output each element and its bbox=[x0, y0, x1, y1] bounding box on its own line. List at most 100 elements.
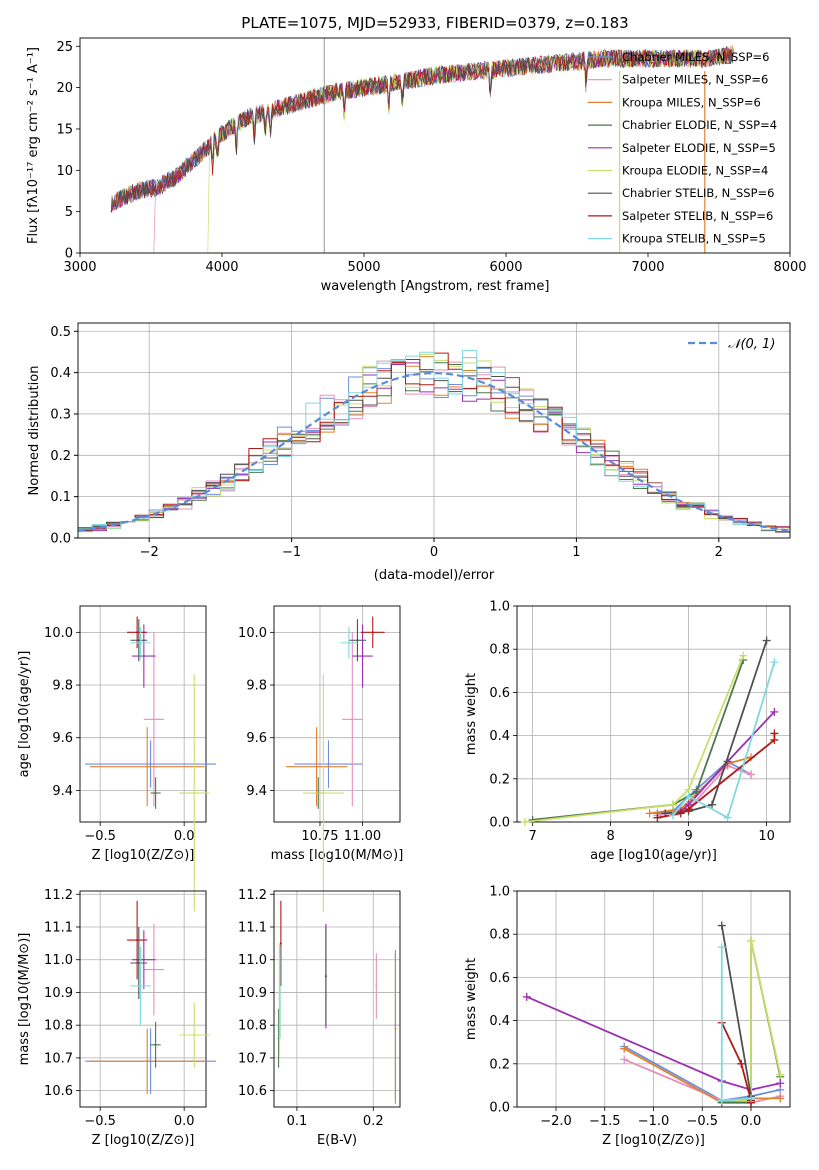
y-tick-label: 10.0 bbox=[238, 626, 267, 641]
y-axis-label: mass weight bbox=[464, 673, 479, 755]
data-point bbox=[142, 958, 145, 961]
x-tick-label: 0.1 bbox=[287, 1114, 308, 1129]
y-tick-label: 11.1 bbox=[44, 921, 73, 936]
x-tick-label: 10 bbox=[758, 829, 775, 844]
y-tick-label: 0.4 bbox=[489, 729, 510, 744]
y-tick-label: 1.0 bbox=[489, 885, 510, 900]
plot-frame bbox=[273, 605, 401, 823]
x-tick-label: 2 bbox=[715, 545, 723, 560]
y-tick-label: 0.1 bbox=[50, 490, 71, 505]
weight-marker bbox=[669, 811, 677, 820]
weight-line bbox=[720, 947, 752, 1102]
data-point bbox=[146, 765, 149, 768]
x-tick-label: −2 bbox=[140, 545, 159, 560]
x-tick-label: −1.0 bbox=[638, 1114, 670, 1129]
x-tick-label: 0.0 bbox=[174, 829, 195, 844]
weight-line bbox=[720, 1022, 752, 1103]
spectrum-line bbox=[110, 48, 734, 213]
weight-marker bbox=[669, 800, 677, 809]
weight-line bbox=[623, 1045, 781, 1102]
y-tick-label: 10.9 bbox=[44, 986, 73, 1001]
chart-title: PLATE=1075, MJD=52933, FIBERID=0379, z=0… bbox=[241, 14, 628, 32]
y-tick-label: 0.5 bbox=[50, 325, 71, 340]
plot-frame bbox=[516, 605, 791, 823]
y-axis-label: Flux [fλ10⁻¹⁷ erg cm⁻² s⁻¹ A⁻¹] bbox=[26, 47, 41, 244]
x-tick-label: −1 bbox=[282, 545, 301, 560]
plot-frame bbox=[273, 890, 401, 1108]
data-point bbox=[193, 1034, 196, 1036]
weight-marker bbox=[776, 1079, 785, 1088]
weight-marker bbox=[717, 1096, 726, 1105]
legend-entry: Chabrier STELIB, N_SSP=6 bbox=[622, 186, 774, 200]
data-point bbox=[394, 1027, 397, 1030]
weight-marker bbox=[520, 818, 529, 826]
data-point bbox=[375, 984, 378, 987]
y-tick-label: 9.8 bbox=[246, 679, 267, 694]
y-tick-label: 20 bbox=[56, 81, 73, 96]
data-point bbox=[142, 655, 145, 658]
data-point bbox=[347, 641, 350, 644]
weight-marker bbox=[770, 729, 779, 738]
weight-line bbox=[672, 661, 776, 820]
y-axis-label: mass weight bbox=[464, 958, 479, 1040]
y-tick-label: 10.9 bbox=[238, 986, 267, 1001]
x-tick-label: 8000 bbox=[773, 260, 806, 275]
x-tick-label: 4000 bbox=[205, 260, 238, 275]
weight-marker bbox=[528, 815, 537, 824]
y-tick-label: 15 bbox=[56, 122, 73, 137]
weight-marker bbox=[776, 1094, 785, 1103]
data-point bbox=[322, 792, 325, 795]
data-point bbox=[152, 718, 155, 721]
weight-marker bbox=[762, 636, 771, 645]
y-tick-label: 0.2 bbox=[489, 1057, 510, 1072]
weight-marker bbox=[770, 707, 779, 716]
y-tick-label: 11.1 bbox=[238, 921, 267, 936]
weight-line bbox=[623, 1058, 781, 1104]
residuals-histogram-chart: −2 −1 0 1 2 0.0 0.1 0.2 0.3 0.4 0.5 (data-model)/er… bbox=[27, 322, 791, 583]
y-tick-label: 10.6 bbox=[238, 1084, 267, 1099]
x-axis-label: Z [log10(Z/Z⊙)] bbox=[602, 1133, 705, 1148]
plot-frame bbox=[79, 605, 207, 823]
y-tick-label: 9.4 bbox=[246, 784, 267, 799]
weight-marker bbox=[684, 792, 693, 801]
weight-marker bbox=[522, 992, 531, 1001]
mass-vs-ebv-chart: 0.1 0.2 10.6 10.7 10.8 10.9 11.0 11.1 11.2 E(B-V) bbox=[238, 888, 401, 1148]
x-axis-label: Z [log10(Z/Z⊙)] bbox=[92, 1133, 195, 1148]
data-point bbox=[136, 939, 139, 942]
y-tick-label: 0 bbox=[65, 247, 73, 262]
x-tick-label: 1 bbox=[572, 545, 580, 560]
data-point bbox=[324, 975, 327, 978]
legend-entry: Kroupa MILES, N_SSP=6 bbox=[622, 95, 761, 109]
y-tick-label: 0.0 bbox=[489, 816, 510, 831]
spectrum-chart: PLATE=1075, MJD=52933, FIBERID=0379, z=0… bbox=[26, 14, 807, 294]
weight-marker bbox=[684, 805, 693, 814]
data-point bbox=[351, 718, 354, 721]
y-tick-label: 11.2 bbox=[238, 888, 267, 903]
legend-entry: Salpeter MILES, N_SSP=6 bbox=[622, 73, 768, 87]
legend-entry: Chabrier ELODIE, N_SSP=4 bbox=[622, 118, 777, 132]
y-tick-label: 0.0 bbox=[489, 1101, 510, 1116]
x-axis-label: mass [log10(M/M⊙)] bbox=[271, 848, 404, 863]
x-axis-label: wavelength [Angstrom, rest frame] bbox=[321, 279, 550, 294]
legend-entry: Salpeter ELODIE, N_SSP=5 bbox=[622, 141, 776, 155]
y-tick-label: 10.7 bbox=[44, 1051, 73, 1066]
x-tick-label: 0.0 bbox=[174, 1114, 195, 1129]
data-point bbox=[152, 968, 155, 971]
residual-histogram bbox=[78, 350, 790, 535]
weight-marker bbox=[620, 1044, 629, 1053]
weight-line bbox=[532, 659, 745, 821]
y-tick-label: 9.6 bbox=[246, 731, 267, 746]
weight-marker bbox=[737, 1059, 746, 1068]
y-tick-label: 1.0 bbox=[489, 600, 510, 615]
weight-marker bbox=[708, 800, 716, 809]
y-tick-label: 9.8 bbox=[52, 679, 73, 694]
y-tick-label: 0.4 bbox=[489, 1014, 510, 1029]
data-point bbox=[279, 991, 282, 994]
y-tick-label: 0.3 bbox=[50, 407, 71, 422]
x-axis-label: Z [log10(Z/Z⊙)] bbox=[92, 848, 195, 863]
weight-marker bbox=[723, 813, 732, 822]
mass-vs-metallicity-chart: −0.5 0.0 10.6 10.7 10.8 10.9 11.0 11.1 11.2 Z [lo… bbox=[17, 888, 217, 1148]
y-tick-label: 10.0 bbox=[44, 626, 73, 641]
weight-marker bbox=[770, 658, 779, 667]
